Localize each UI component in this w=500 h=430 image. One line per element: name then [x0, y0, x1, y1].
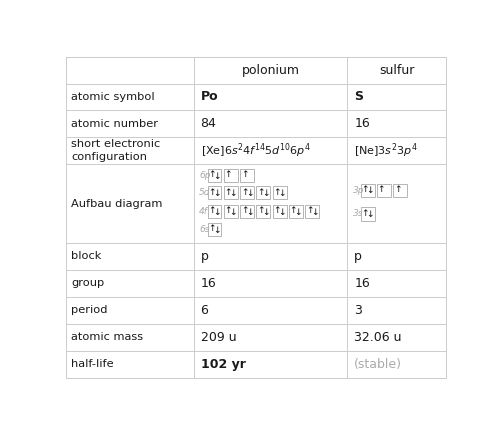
Text: ↑: ↑: [274, 187, 281, 197]
Text: ↑: ↑: [224, 187, 232, 197]
Text: ↓: ↓: [246, 208, 254, 217]
Bar: [393, 184, 407, 197]
Text: ↓: ↓: [262, 208, 270, 217]
Text: ↑: ↑: [208, 170, 216, 179]
Bar: [360, 184, 374, 197]
Text: ↓: ↓: [278, 208, 286, 217]
Text: ↓: ↓: [262, 189, 270, 198]
Text: period: period: [71, 305, 108, 315]
Text: short electronic
configuration: short electronic configuration: [71, 139, 160, 163]
Text: ↑: ↑: [378, 185, 385, 194]
Text: S: S: [354, 90, 364, 104]
Bar: [240, 186, 254, 199]
Bar: [208, 223, 222, 236]
Text: ↑: ↑: [241, 187, 248, 197]
Text: ↑: ↑: [306, 206, 314, 215]
Text: 6: 6: [200, 304, 208, 317]
Text: $[\mathrm{Ne}]3s^23p^4$: $[\mathrm{Ne}]3s^23p^4$: [354, 141, 418, 160]
Text: ↑: ↑: [362, 185, 369, 194]
Text: ↓: ↓: [230, 208, 237, 217]
Text: ↑: ↑: [394, 185, 402, 194]
Text: 32.06 u: 32.06 u: [354, 331, 402, 344]
Text: p: p: [200, 250, 208, 263]
Text: 3: 3: [354, 304, 362, 317]
Text: 16: 16: [200, 277, 216, 290]
Text: sulfur: sulfur: [379, 64, 414, 77]
Text: ↑: ↑: [208, 187, 216, 197]
Text: 16: 16: [354, 117, 370, 130]
Text: ↓: ↓: [214, 208, 221, 217]
Text: ↓: ↓: [214, 172, 221, 181]
Text: 102 yr: 102 yr: [200, 358, 246, 371]
Bar: [272, 205, 286, 218]
Text: 5d: 5d: [199, 188, 210, 197]
Bar: [240, 169, 254, 182]
Text: ↓: ↓: [214, 226, 221, 235]
Text: (stable): (stable): [354, 358, 403, 371]
Text: 4f: 4f: [199, 207, 208, 216]
Bar: [208, 169, 222, 182]
Text: group: group: [71, 278, 104, 289]
Bar: [377, 184, 391, 197]
Text: 3p: 3p: [353, 186, 364, 195]
Bar: [224, 169, 238, 182]
Text: ↑: ↑: [257, 206, 264, 215]
Text: ↑: ↑: [362, 209, 369, 218]
Text: p: p: [354, 250, 362, 263]
Text: ↓: ↓: [246, 189, 254, 198]
Text: $[\mathrm{Xe}]6s^24f^{14}5d^{10}6p^4$: $[\mathrm{Xe}]6s^24f^{14}5d^{10}6p^4$: [200, 141, 310, 160]
Text: block: block: [71, 252, 102, 261]
Bar: [208, 186, 222, 199]
Text: 209 u: 209 u: [200, 331, 236, 344]
Text: atomic mass: atomic mass: [71, 332, 143, 342]
Bar: [208, 205, 222, 218]
Text: 16: 16: [354, 277, 370, 290]
Bar: [224, 205, 238, 218]
Text: polonium: polonium: [242, 64, 300, 77]
Text: ↑: ↑: [224, 206, 232, 215]
Text: 6p: 6p: [199, 171, 210, 180]
Text: ↑: ↑: [257, 187, 264, 197]
Text: Aufbau diagram: Aufbau diagram: [71, 199, 162, 209]
Text: 6s: 6s: [199, 225, 209, 234]
Bar: [256, 205, 270, 218]
Text: ↑: ↑: [290, 206, 297, 215]
Text: ↓: ↓: [230, 189, 237, 198]
Bar: [272, 186, 286, 199]
Text: atomic symbol: atomic symbol: [71, 92, 154, 102]
Text: 3s: 3s: [353, 209, 364, 218]
Text: ↓: ↓: [294, 208, 302, 217]
Text: ↓: ↓: [366, 210, 374, 219]
Text: half-life: half-life: [71, 359, 114, 369]
Text: ↑: ↑: [274, 206, 281, 215]
Text: ↓: ↓: [278, 189, 286, 198]
Text: Po: Po: [200, 90, 218, 104]
Text: ↑: ↑: [224, 170, 232, 179]
Text: atomic number: atomic number: [71, 119, 158, 129]
Text: ↑: ↑: [241, 206, 248, 215]
Text: ↓: ↓: [311, 208, 318, 217]
Text: ↓: ↓: [214, 189, 221, 198]
Text: ↑: ↑: [208, 224, 216, 233]
Bar: [360, 207, 374, 221]
Text: ↑: ↑: [241, 170, 248, 179]
Bar: [240, 205, 254, 218]
Bar: [256, 186, 270, 199]
Text: ↑: ↑: [208, 206, 216, 215]
Bar: [305, 205, 319, 218]
Text: ↓: ↓: [366, 187, 374, 196]
Bar: [224, 186, 238, 199]
Bar: [289, 205, 303, 218]
Text: 84: 84: [200, 117, 216, 130]
